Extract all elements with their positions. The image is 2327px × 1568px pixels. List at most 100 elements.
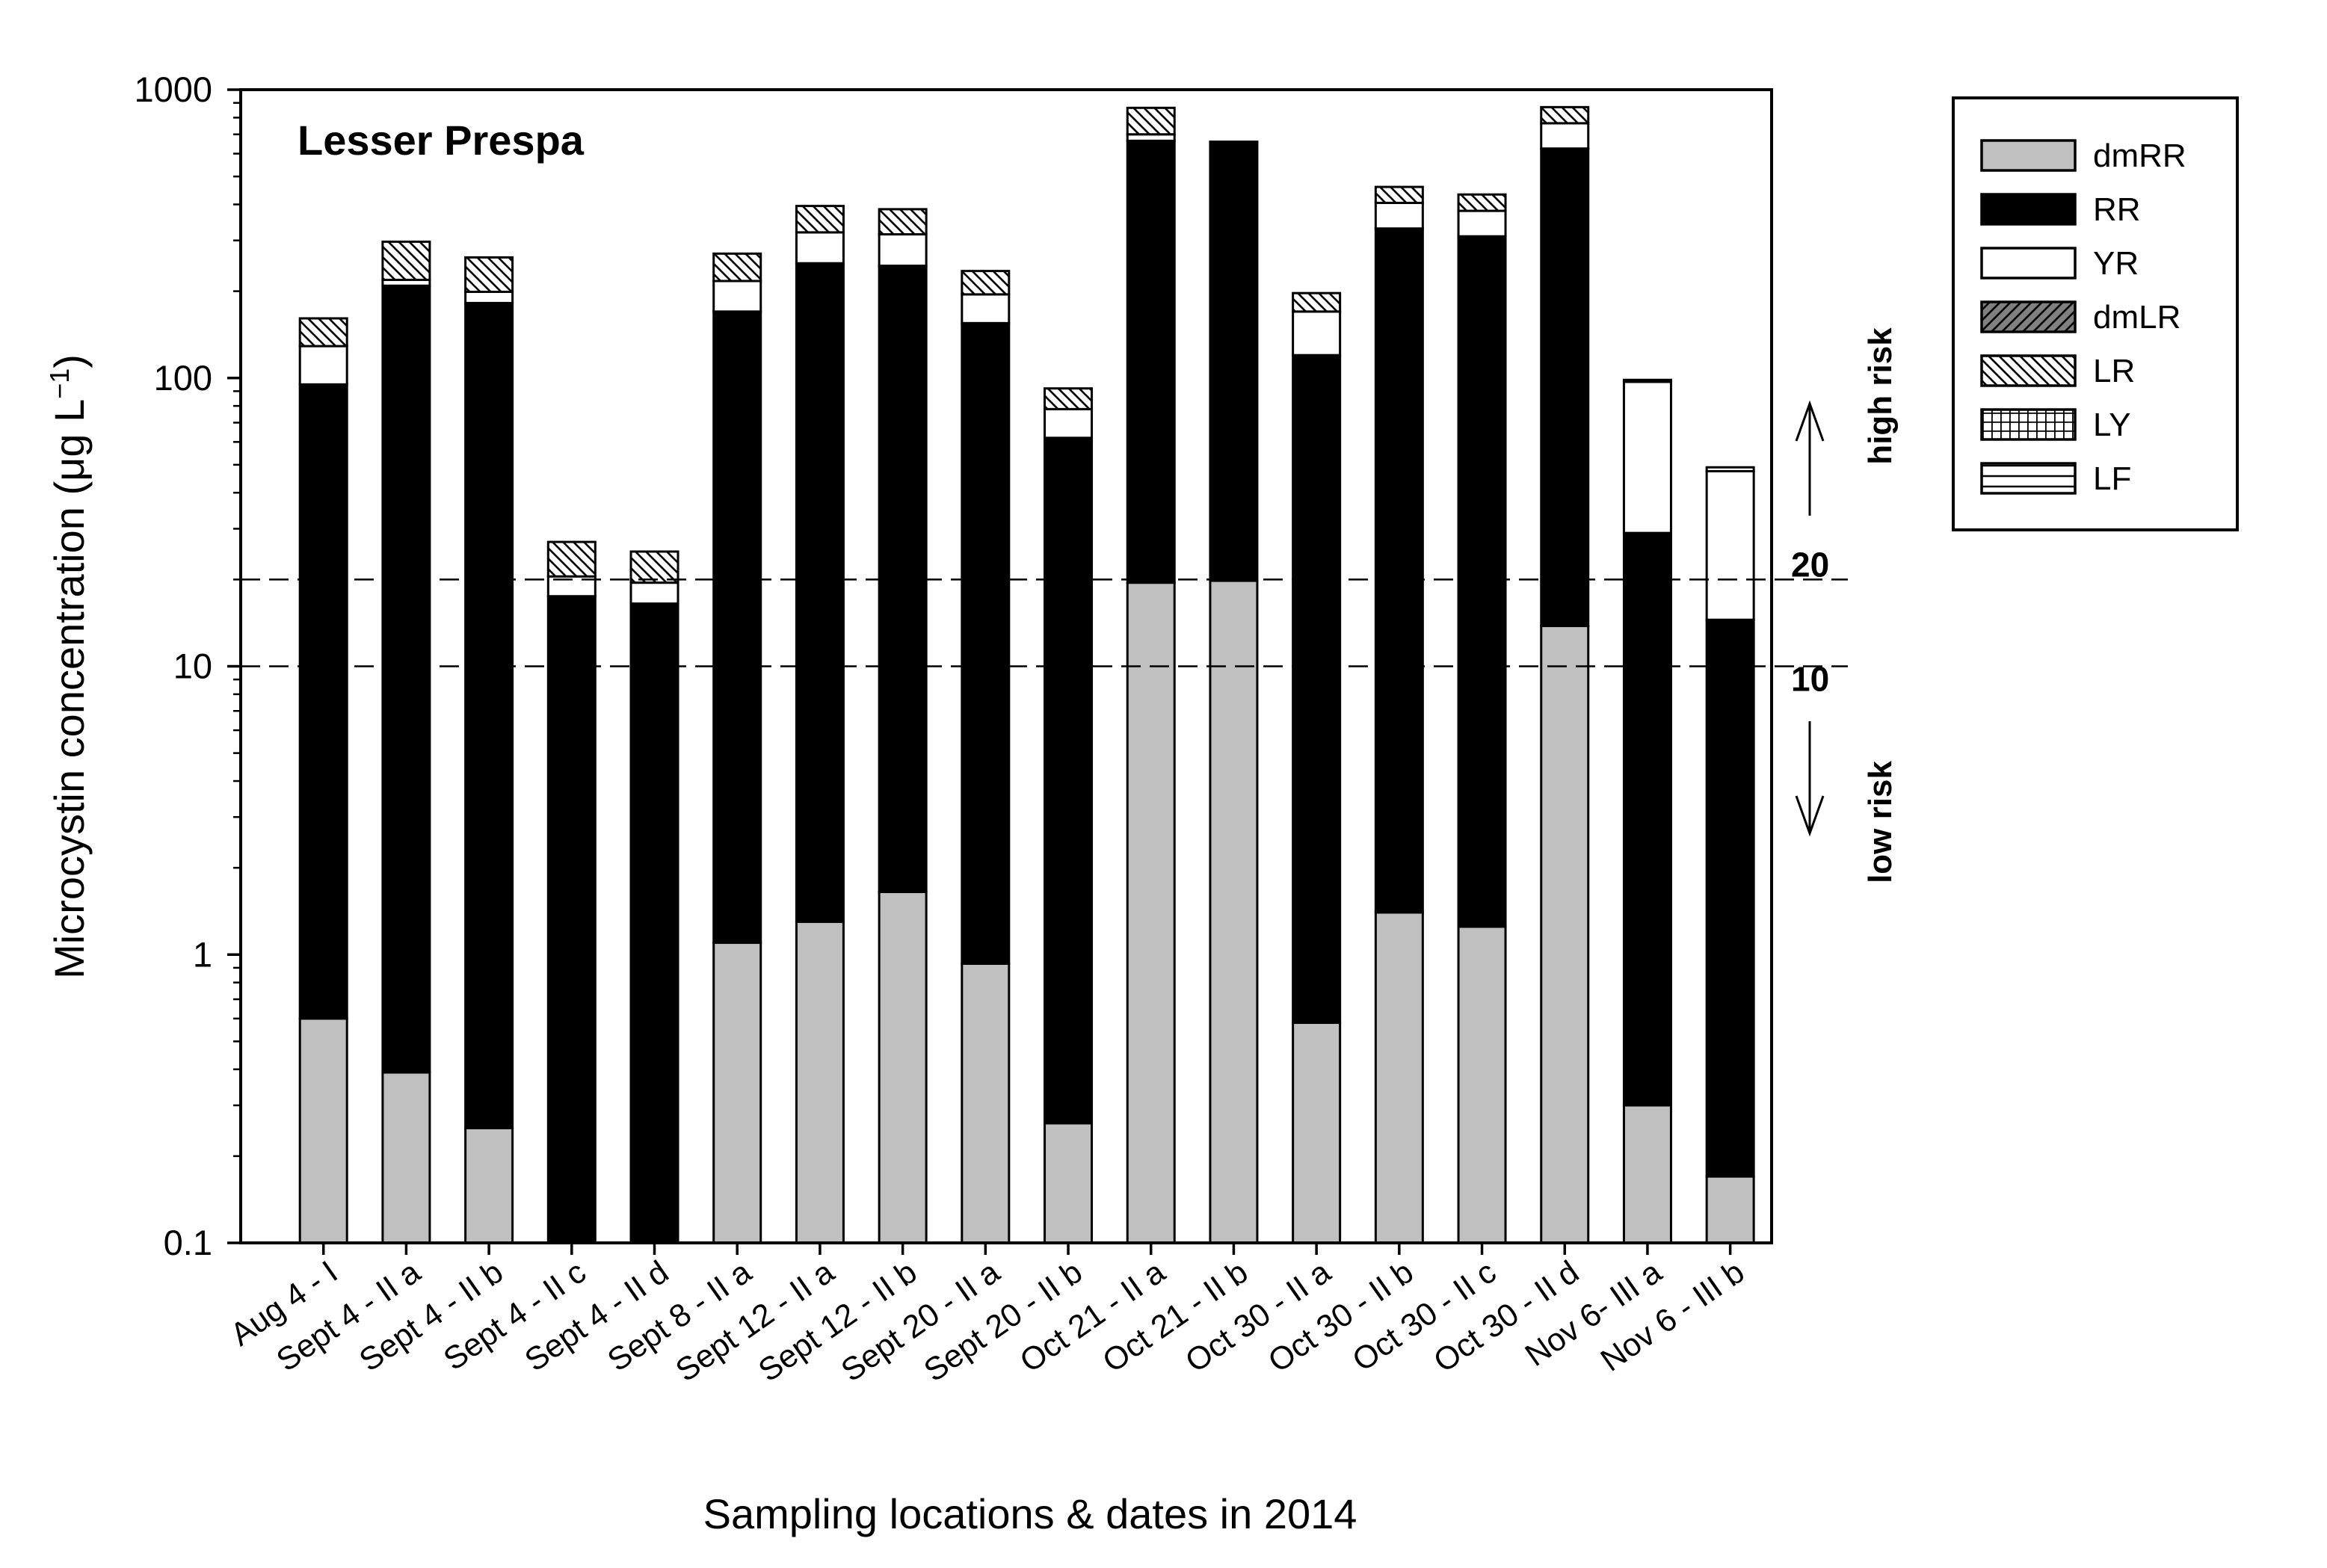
legend-label-rr: RR xyxy=(2093,191,2141,228)
bar-rr-sept-4-ii-d xyxy=(629,602,679,1244)
legend-swatch-yr xyxy=(1980,247,2077,280)
bar-lr-sept-4-ii-b xyxy=(464,256,514,293)
bar-dmrr-oct-30-ii-b xyxy=(1374,911,1424,1244)
bar-rr-aug-4-i xyxy=(298,383,348,1020)
bar-rr-sept-12-ii-a xyxy=(795,262,845,923)
legend-swatch-lr xyxy=(1980,354,2077,387)
bar-rr-sept-20-ii-b xyxy=(1044,436,1094,1125)
bar-rr-oct-30-ii-c xyxy=(1457,235,1507,928)
bar-dmrr-oct-30-ii-c xyxy=(1457,925,1507,1244)
bar-lr-sept-8-ii-a xyxy=(712,252,762,283)
bar-dmrr-nov-6-iii-a xyxy=(1622,1104,1672,1244)
bar-lr-sept-20-ii-b xyxy=(1044,387,1094,410)
bar-dmrr-oct-30-ii-d xyxy=(1540,625,1590,1244)
bar-lr-oct-30-ii-a xyxy=(1292,291,1342,313)
bar-yr-sept-20-ii-a xyxy=(961,293,1011,324)
bar-yr-oct-30-ii-b xyxy=(1374,201,1424,230)
legend: dmRR RR YR dmLR LR LY LF xyxy=(1980,138,2186,497)
high-risk-label: high risk xyxy=(1862,327,1899,465)
legend-label-yr: YR xyxy=(2093,245,2139,282)
bar-dmrr-sept-20-ii-a xyxy=(961,962,1011,1244)
bar-lr-sept-20-ii-a xyxy=(961,270,1011,296)
low-risk-arrow xyxy=(1795,721,1825,837)
threshold-label-10: 10 xyxy=(1791,660,1829,699)
bar-rr-nov-6-iii-b xyxy=(1705,618,1755,1178)
high-risk-arrow xyxy=(1795,400,1825,516)
legend-swatch-dmrr xyxy=(1980,139,2077,172)
bar-rr-sept-8-ii-a xyxy=(712,310,762,944)
bar-rr-oct-21-ii-a xyxy=(1126,139,1176,584)
bar-lr-oct-30-ii-c xyxy=(1457,193,1507,212)
y-tick-label: 0.1 xyxy=(164,1223,212,1262)
legend-label-ly: LY xyxy=(2093,407,2131,443)
bar-rr-oct-30-ii-b xyxy=(1374,227,1424,914)
legend-swatch-rr xyxy=(1980,193,2077,226)
bar-rr-sept-4-ii-b xyxy=(464,301,514,1129)
bar-yr-sept-20-ii-b xyxy=(1044,407,1094,439)
legend-label-lf: LF xyxy=(2093,460,2131,497)
bar-yr-aug-4-i xyxy=(298,345,348,386)
bar-dmrr-sept-12-ii-b xyxy=(878,890,928,1244)
bar-dmrr-sept-20-ii-b xyxy=(1044,1122,1094,1244)
bar-lf-nov-6-iii-b xyxy=(1705,466,1755,472)
bar-dmrr-sept-4-ii-b xyxy=(464,1126,514,1244)
bar-lf-nov-6-iii-a xyxy=(1622,378,1672,383)
bar-rr-oct-30-ii-a xyxy=(1292,354,1342,1025)
bar-yr-sept-4-ii-b xyxy=(464,290,514,304)
bar-rr-sept-4-ii-a xyxy=(381,284,431,1074)
bar-yr-oct-30-ii-c xyxy=(1457,209,1507,238)
x-axis-title: Sampling locations & dates in 2014 xyxy=(703,1490,1357,1537)
panel-title: Lesser Prespa xyxy=(298,117,585,164)
bar-rr-oct-30-ii-d xyxy=(1540,147,1590,628)
bar-yr-nov-6-iii-a xyxy=(1622,380,1672,534)
legend-label-dmlr: dmLR xyxy=(2093,299,2180,336)
bar-lr-oct-30-ii-d xyxy=(1540,105,1590,125)
bar-lr-sept-4-ii-c xyxy=(546,540,597,578)
y-tick-label: 1000 xyxy=(134,70,212,109)
bar-rr-sept-4-ii-c xyxy=(546,595,597,1244)
bar-lr-oct-21-ii-a xyxy=(1126,106,1176,136)
bar-rr-sept-20-ii-a xyxy=(961,321,1011,965)
legend-swatch-dmlr xyxy=(1980,300,2077,333)
bar-dmrr-sept-12-ii-a xyxy=(795,920,845,1244)
bar-yr-oct-30-ii-a xyxy=(1292,310,1342,356)
bar-lr-sept-4-ii-d xyxy=(629,550,679,584)
bar-yr-sept-4-ii-d xyxy=(629,581,679,605)
bar-lr-sept-12-ii-a xyxy=(795,205,845,234)
risk-annotations: high risk low risk xyxy=(1795,327,1899,883)
y-tick-label: 100 xyxy=(154,358,212,398)
bar-dmrr-aug-4-i xyxy=(298,1017,348,1244)
bar-lr-sept-12-ii-b xyxy=(878,208,928,236)
bar-yr-sept-8-ii-a xyxy=(712,280,762,313)
bar-lr-sept-4-ii-a xyxy=(381,240,431,281)
bar-yr-oct-30-ii-d xyxy=(1540,122,1590,150)
bar-yr-nov-6-iii-b xyxy=(1705,469,1755,621)
bar-rr-oct-21-ii-b xyxy=(1209,141,1259,582)
bars-group xyxy=(298,105,1755,1244)
bar-yr-sept-12-ii-a xyxy=(795,231,845,265)
bar-dmrr-oct-21-ii-b xyxy=(1209,579,1259,1244)
y-tick-label: 1 xyxy=(193,934,212,974)
bar-lr-aug-4-i xyxy=(298,317,348,348)
threshold-label-20: 20 xyxy=(1791,545,1829,584)
legend-label-lr: LR xyxy=(2093,353,2135,389)
bar-dmrr-sept-8-ii-a xyxy=(712,941,762,1244)
legend-swatch-ly xyxy=(1980,408,2077,441)
bar-dmrr-oct-21-ii-a xyxy=(1126,581,1176,1244)
bar-rr-sept-12-ii-b xyxy=(878,265,928,893)
bar-rr-nov-6-iii-a xyxy=(1622,531,1672,1107)
legend-swatch-lf xyxy=(1980,462,2077,495)
y-axis-title: Microcystin concentration (μg L−1) xyxy=(44,354,93,979)
bar-lr-oct-30-ii-b xyxy=(1374,185,1424,204)
bar-dmrr-oct-30-ii-a xyxy=(1292,1022,1342,1244)
bar-yr-sept-12-ii-b xyxy=(878,233,928,268)
legend-label-dmrr: dmRR xyxy=(2093,138,2186,174)
bar-dmrr-sept-4-ii-a xyxy=(381,1071,431,1244)
low-risk-label: low risk xyxy=(1862,761,1899,883)
y-tick-label: 10 xyxy=(173,646,212,686)
plot-frame xyxy=(239,88,1773,1244)
bar-dmrr-nov-6-iii-b xyxy=(1705,1175,1755,1244)
